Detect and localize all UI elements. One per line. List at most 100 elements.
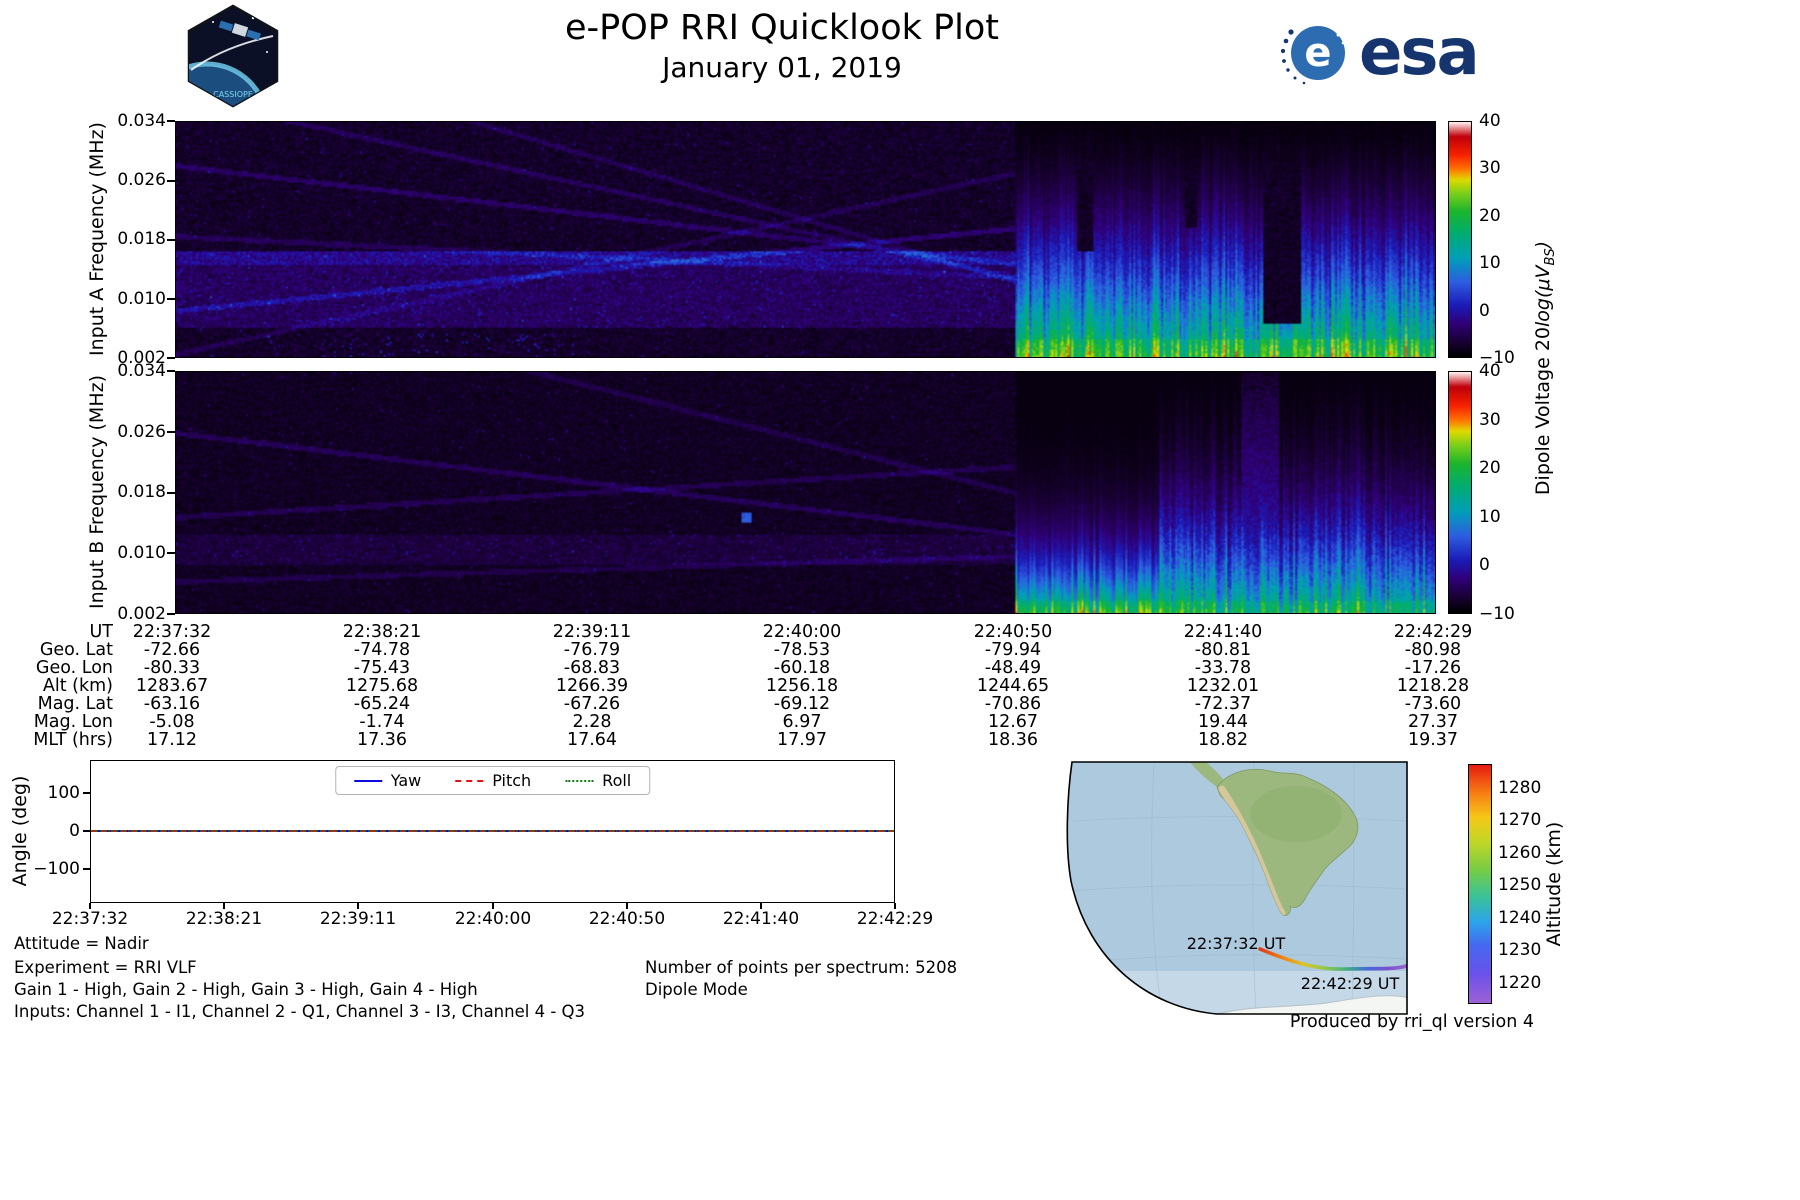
ephemeris-cell: 18.36 [987,730,1039,750]
ephemeris-cell: 1275.68 [345,676,419,696]
angle-xtick: 22:41:40 [722,909,800,929]
ground-track-map: 22:37:32 UT 22:42:29 UT [1066,761,1408,1015]
ephemeris-cell: 27.37 [1407,712,1459,732]
track-end-label: 22:42:29 UT [1301,974,1400,993]
ephemeris-cell: -76.79 [563,640,621,660]
page-title: e-POP RRI Quicklook Plot [564,8,999,48]
ephemeris-cell: 17.64 [566,730,618,750]
angle-xtick: 22:40:50 [588,909,666,929]
panel-b-ytick: 0.002 [117,604,166,624]
colorbar-b-tick: 0 [1479,555,1490,575]
patch-earth [189,64,267,106]
altitude-colorbar [1468,764,1492,1004]
ephemeris-cell: 22:42:29 [1393,622,1473,642]
angle-xtick: 22:42:29 [856,909,934,929]
map-border [1066,761,1408,1015]
legend-label: Roll [602,771,632,790]
angle-plot: Yaw Pitch Roll [90,760,895,903]
attitude-note: Attitude = Nadir [14,934,149,953]
colorbar-a-tick: 0 [1479,301,1490,321]
panel-b-ytick: 0.010 [117,543,166,563]
dipole-mode-note: Dipole Mode [645,980,748,999]
ephemeris-cell: -33.78 [1194,658,1252,678]
tick-mark [167,239,175,241]
ephemeris-cell: -69.12 [773,694,831,714]
tick-mark [167,298,175,300]
esa-logo: e esa [1278,16,1480,90]
cassiope-mission-patch: CASSIOPE [187,4,279,108]
ephemeris-cell: 6.97 [782,712,822,732]
ephemeris-cell: -65.24 [353,694,411,714]
altitude-label: Altitude (km) [1543,821,1565,947]
altitude-tick: 1250 [1498,875,1542,895]
ephemeris-cell: 22:40:50 [973,622,1053,642]
ephemeris-cell: 17.36 [356,730,408,750]
ephemeris-cell: 1283.67 [135,676,209,696]
colorbar-b-tick: 40 [1479,361,1501,381]
colorbar-b-tick: 30 [1479,410,1501,430]
ephemeris-cell: -68.83 [563,658,621,678]
patch-mission-name: CASSIOPE [213,90,253,99]
altitude-tick: 1240 [1498,908,1542,928]
ephemeris-row-label: MLT (hrs) [33,730,113,750]
ephemeris-cell: 1232.01 [1186,676,1260,696]
map-amazon [1250,786,1342,842]
ephemeris-cell: 18.82 [1197,730,1249,750]
tick-mark [167,370,175,372]
ephemeris-cell: -72.37 [1194,694,1252,714]
tick-mark [760,903,762,909]
spectrogram-b [175,371,1436,614]
gains-note: Gain 1 - High, Gain 2 - High, Gain 3 - H… [14,980,478,999]
tick-mark [83,830,90,832]
ephemeris-cell: 22:39:11 [552,622,632,642]
ephemeris-cell: 2.28 [572,712,612,732]
angle-ytick: 100 [47,783,80,803]
points-per-spectrum-note: Number of points per spectrum: 5208 [645,958,958,977]
ephemeris-row-label: Geo. Lon [35,658,113,678]
colorbar-b-tick: 20 [1479,458,1501,478]
esa-wordmark: esa [1359,16,1480,90]
map-central-america [1190,762,1226,787]
altitude-tick: 1260 [1498,843,1542,863]
tick-mark [167,357,175,359]
colorbar-a-tick: 30 [1479,158,1501,178]
ephemeris-cell: 17.12 [146,730,198,750]
panel-a-ytick: 0.026 [117,170,166,190]
legend-item-pitch: Pitch [455,771,531,790]
ephemeris-cell: -72.66 [143,640,201,660]
ephemeris-cell: -78.53 [773,640,831,660]
credit: Produced by rri_ql version 4 [1289,1012,1534,1032]
colorbar-b-tick: 10 [1479,507,1501,527]
legend-label: Yaw [390,771,422,790]
inputs-note: Inputs: Channel 1 - I1, Channel 2 - Q1, … [14,1002,585,1021]
track-start-label: 22:37:32 UT [1187,934,1286,953]
ephemeris-cell: 22:40:00 [762,622,842,642]
esa-emblem: e [1280,26,1345,85]
tick-mark [167,613,175,615]
panel-b-ytick: 0.034 [117,361,166,381]
ephemeris-row-label: Alt (km) [42,676,113,696]
ephemeris-cell: 19.37 [1407,730,1459,750]
angle-ytick: 0 [69,821,80,841]
tick-mark [167,431,175,433]
altitude-tick: 1230 [1498,940,1542,960]
angle-ytick: −100 [33,859,80,879]
ephemeris-cell: 1244.65 [976,676,1050,696]
panel-a-ytick: 0.002 [117,348,166,368]
tick-mark [167,120,175,122]
ephemeris-cell: 1256.18 [765,676,839,696]
angle-xtick: 22:40:00 [454,909,532,929]
ephemeris-cell: -80.33 [143,658,201,678]
ephemeris-cell: -73.60 [1404,694,1462,714]
altitude-tick: 1220 [1498,973,1542,993]
angle-xtick: 22:38:21 [185,909,263,929]
dipole-voltage-label: Dipole Voltage 20log(μVBS) [1532,240,1558,496]
angle-legend: Yaw Pitch Roll [334,766,651,795]
panel-b-ytick: 0.018 [117,482,166,502]
pitch-line-sample [455,779,484,782]
angle-xtick: 22:39:11 [319,909,397,929]
altitude-tick: 1270 [1498,810,1542,830]
panel-a-ytick: 0.018 [117,229,166,249]
ephemeris-cell: 22:37:32 [132,622,212,642]
